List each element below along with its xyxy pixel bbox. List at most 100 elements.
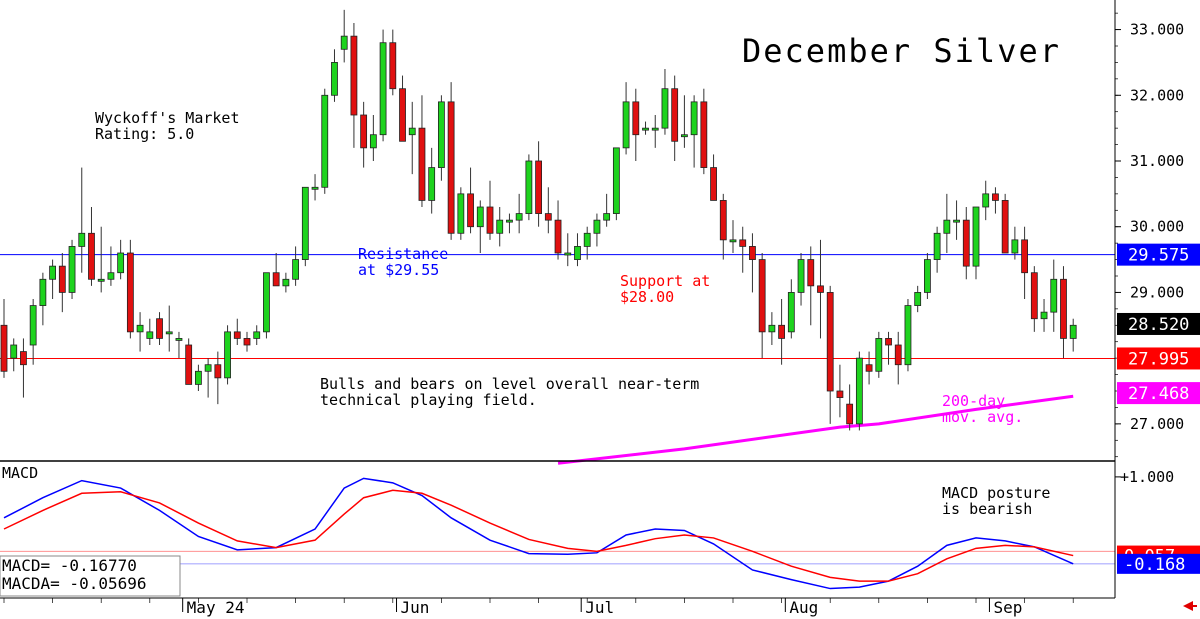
candle [933,226,941,273]
price-annotation-line: Bulls and bears on level overall near-te… [320,375,699,393]
candle-body-up [1040,311,1048,320]
candle-body-up [953,219,960,223]
price-tick-label: 29.000 [1130,283,1184,301]
candle-body-up [1011,239,1019,254]
macd-badge [1117,553,1200,574]
candle [992,187,999,214]
candle [0,299,8,378]
price-badge [1117,382,1200,405]
candle [165,305,173,352]
candle-body-down [272,272,280,287]
candle-body-up [661,88,669,129]
candle [982,180,990,221]
candle-body-down [817,285,824,293]
candle [1040,299,1048,332]
price-badge [1117,347,1200,370]
candle-body-down [350,35,358,116]
macd-gridlines [0,550,1115,565]
price-annotation-line: Resistance [358,245,448,263]
candle-body-up [943,219,951,234]
candle-body-up [1050,278,1058,313]
candle-body-up [924,259,931,293]
candle [379,29,387,142]
candle-body-down [360,114,368,149]
candle [564,233,572,267]
candle [39,272,47,326]
candle-body-down [126,252,134,333]
candle [953,200,960,240]
candle [807,246,815,326]
candle-body-up [564,252,572,256]
candle [204,358,212,398]
candle [457,187,465,240]
candle-body-up [515,213,523,221]
candle [904,299,912,372]
price-annotation-line: mov. avg. [942,408,1023,426]
price-tick-label: 31.000 [1130,152,1184,170]
price-annotation-line: 200-day [942,392,1005,410]
price-badge [1117,243,1200,266]
candle [156,312,163,345]
candle [311,174,319,201]
candle [331,49,338,102]
candle [136,312,144,352]
candle [671,75,679,161]
candle [20,338,27,398]
candle [263,272,270,339]
candle-body-down [389,42,397,90]
candle-body-up [651,127,659,131]
candle [389,29,397,96]
candle-body-up [457,193,465,234]
candle [68,239,76,299]
macd-series-line [3,477,1074,590]
candle-body-up [165,331,173,335]
candle-body-down [778,324,785,339]
candle [437,95,445,181]
candle-body-down [486,206,494,234]
candle [214,351,222,405]
candle-body-up [194,370,202,385]
price-annotation-line: Rating: 5.0 [95,125,194,143]
candle [243,331,251,352]
candle [778,299,785,365]
candle [651,115,659,148]
candle-body-down [1060,278,1067,339]
candle-body-down [962,219,970,267]
candle-body-up [622,101,630,149]
candle [962,207,970,280]
price-badges: 29.575 28.520 27.995 27.468 [1117,243,1200,405]
candle-body-down [1021,239,1028,274]
candle [661,69,669,135]
candle [914,285,922,313]
candle-body-up [68,246,76,293]
date-tick-label: Jun [401,598,430,617]
date-axis: May 24 Jun Jul Aug Sep [3,598,1074,617]
candle-body-up [39,278,47,306]
candle-body-up [496,219,504,234]
candle-body-up [437,101,445,168]
date-tick-label: Sep [993,598,1022,617]
candle-body-down [233,331,241,339]
candle [583,226,591,260]
candle-body-up [681,134,688,138]
candle [175,331,183,359]
candle [729,220,737,253]
candle-body-up [263,272,270,333]
macd-badges: 0.057-0.168 [1117,545,1200,575]
price-badge [1117,312,1200,335]
candle [194,364,202,391]
candle [972,206,980,280]
candle-body-up [428,167,436,201]
candle-body-down [88,232,95,280]
candle-body-up [146,331,154,339]
candle [1069,318,1077,352]
candle-body-down [20,351,27,366]
price-tick-label: 33.000 [1130,21,1184,39]
candle-body-down [710,167,717,201]
candle [826,285,834,424]
macd-series-line [3,489,1074,582]
candle-body-up [97,278,105,282]
